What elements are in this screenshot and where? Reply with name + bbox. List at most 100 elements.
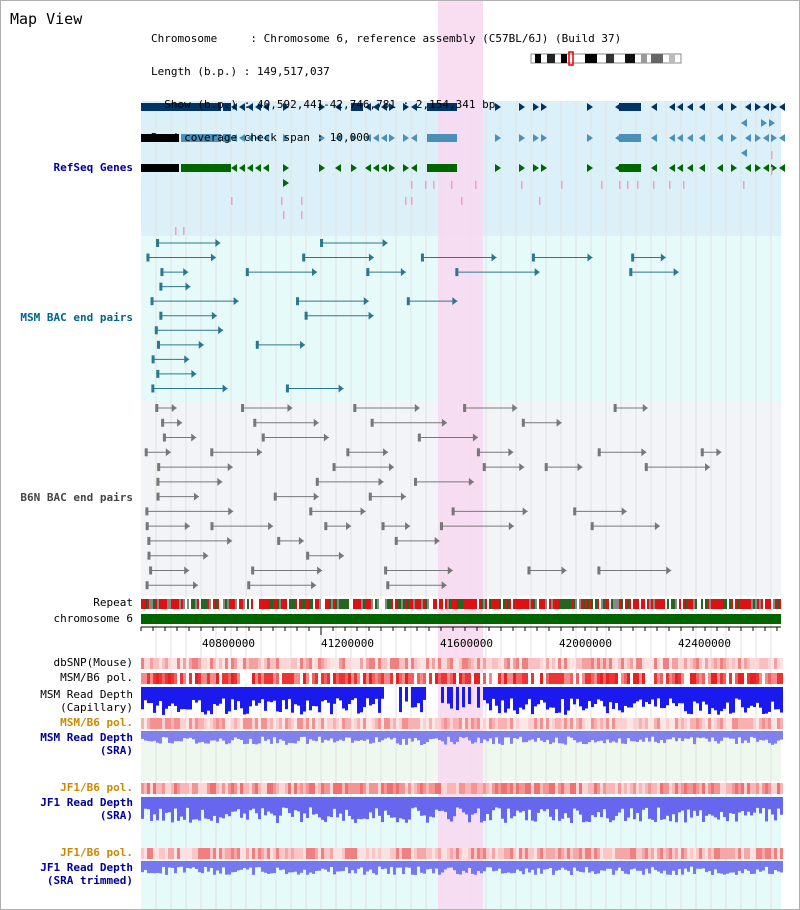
- repeat-block: [517, 599, 519, 609]
- depth-bar: [372, 797, 375, 819]
- heat-cell: [687, 718, 690, 729]
- gene-arrow: [283, 103, 289, 111]
- depth-bar: [417, 861, 420, 867]
- heat-cell: [417, 673, 420, 684]
- heat-cell: [354, 783, 357, 794]
- depth-bar: [753, 687, 756, 708]
- repeat-block: [419, 599, 421, 609]
- heat-cell: [555, 783, 558, 794]
- heat-cell: [252, 673, 255, 684]
- gene-arrow: [717, 164, 723, 172]
- heat-cell: [192, 658, 195, 669]
- heat-cell: [333, 718, 336, 729]
- depth-bar: [453, 731, 456, 745]
- depth-bar: [381, 861, 384, 870]
- heat-cell: [594, 673, 597, 684]
- repeat-block: [533, 599, 535, 609]
- depth-bar: [546, 731, 549, 740]
- repeat-block: [715, 599, 717, 609]
- depth-bar: [660, 731, 663, 741]
- repeat-block: [617, 599, 619, 609]
- heat-cell: [714, 848, 717, 859]
- depth-bar: [384, 731, 387, 739]
- repeat-block: [511, 599, 513, 609]
- depth-bar: [279, 861, 282, 871]
- heat-cell: [312, 783, 315, 794]
- depth-bar: [153, 861, 156, 874]
- heat-cell: [489, 718, 492, 729]
- depth-bar: [333, 687, 336, 704]
- heat-cell: [711, 718, 714, 729]
- heat-cell: [717, 783, 720, 794]
- depth-bar: [180, 861, 183, 867]
- depth-bar: [684, 687, 687, 712]
- depth-bar: [486, 687, 489, 704]
- heat-cell: [765, 718, 768, 729]
- gene-arrow: [239, 164, 245, 172]
- bac-end-marker: [451, 507, 455, 516]
- gene-arrow: [495, 164, 501, 172]
- heat-cell: [507, 718, 510, 729]
- heat-cell: [696, 848, 699, 859]
- heat-cell: [561, 783, 564, 794]
- heat-cell: [357, 783, 360, 794]
- heat-cell: [438, 718, 441, 729]
- depth-bar: [366, 687, 369, 699]
- heat-cell: [669, 718, 672, 729]
- heat-cell: [306, 658, 309, 669]
- heat-cell: [630, 673, 633, 684]
- heat-cell: [525, 783, 528, 794]
- depth-bar: [405, 861, 408, 868]
- depth-bar: [726, 687, 729, 703]
- heat-cell: [558, 673, 561, 684]
- heat-cell: [390, 658, 393, 669]
- repeat-block: [213, 599, 215, 609]
- heat-cell: [405, 848, 408, 859]
- track-label-msm-bac[interactable]: MSM BAC end pairs: [20, 311, 133, 324]
- heat-cell: [504, 718, 507, 729]
- heat-cell: [654, 848, 657, 859]
- heat-cell: [318, 783, 321, 794]
- heat-cell: [201, 673, 204, 684]
- depth-bar: [225, 861, 228, 875]
- depth-bar: [468, 731, 471, 741]
- gene-block: [223, 134, 231, 142]
- heat-cell: [432, 718, 435, 729]
- heat-cell: [498, 783, 501, 794]
- heat-cell: [720, 848, 723, 859]
- depth-bar: [300, 797, 303, 823]
- heat-cell: [435, 783, 438, 794]
- heat-cell: [525, 718, 528, 729]
- depth-bar: [621, 731, 624, 744]
- depth-bar: [285, 687, 288, 710]
- heat-cell: [576, 718, 579, 729]
- depth-bar: [492, 687, 495, 699]
- heat-cell: [168, 673, 171, 684]
- depth-bar: [405, 687, 408, 702]
- depth-bar: [654, 861, 657, 870]
- repeat-block: [761, 599, 763, 609]
- depth-bar: [510, 861, 513, 874]
- bac-end-marker: [245, 268, 249, 277]
- refseq-tick: [743, 181, 745, 189]
- heat-cell: [633, 718, 636, 729]
- repeat-block: [545, 599, 547, 609]
- heat-cell: [570, 783, 573, 794]
- msm-depth-capillary: [141, 687, 783, 715]
- heat-cell: [672, 658, 675, 669]
- depth-bar: [552, 687, 555, 708]
- depth-bar: [243, 687, 246, 715]
- gene-arrow: [373, 134, 379, 142]
- repeat-block: [193, 599, 195, 609]
- depth-bar: [216, 797, 219, 823]
- depth-bar: [324, 731, 327, 740]
- heat-cell: [267, 718, 270, 729]
- heat-cell: [684, 673, 687, 684]
- depth-bar: [195, 731, 198, 744]
- heat-cell: [561, 848, 564, 859]
- heat-cell: [456, 718, 459, 729]
- depth-bar: [195, 687, 198, 703]
- track-label-refseq[interactable]: RefSeq Genes: [53, 161, 133, 174]
- track-label-b6n-bac[interactable]: B6N BAC end pairs: [20, 491, 133, 504]
